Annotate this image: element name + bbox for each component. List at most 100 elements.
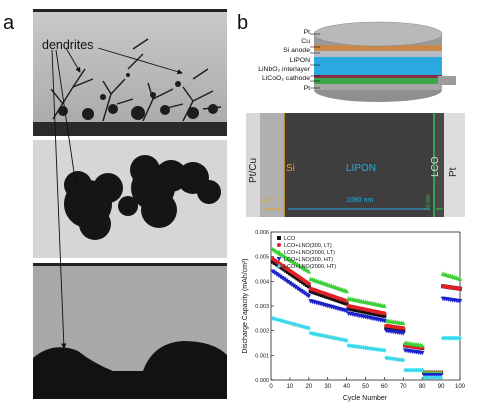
- data-point: [458, 286, 462, 291]
- chart-svg: Discharge Capacity (mAh/cm²) Cycle Numbe…: [242, 230, 466, 402]
- panel-b-letter: b: [237, 12, 249, 34]
- data-point: [306, 325, 311, 331]
- data-point: [380, 347, 385, 353]
- micrograph-middle: [33, 140, 227, 258]
- data-point: [320, 333, 325, 338]
- stack-linbo2: [314, 75, 442, 78]
- micrograph-bottom: [33, 263, 227, 399]
- data-point: [270, 269, 276, 274]
- data-point: [382, 313, 387, 318]
- data-point: [306, 281, 311, 286]
- data-point: [419, 350, 425, 356]
- data-point: [401, 326, 406, 331]
- data-point: [374, 346, 379, 352]
- data-point: [382, 303, 387, 308]
- data-point: [344, 301, 349, 306]
- y-tick-label: 0.006: [255, 230, 269, 236]
- data-point: [344, 308, 349, 314]
- stack-licoo2: [314, 78, 442, 84]
- sem-dim-si: 270 nm: [261, 197, 285, 204]
- data-point: [333, 335, 338, 341]
- legend-marker: [276, 249, 282, 254]
- stack-top-face: [313, 21, 443, 47]
- data-point: [355, 344, 360, 350]
- sem-label-pt: Pt: [448, 167, 459, 177]
- data-point: [298, 288, 304, 294]
- data-point: [281, 277, 287, 282]
- stack-lipon: [314, 57, 442, 75]
- legend-label: LCO+LNO(2000, HT): [284, 264, 336, 270]
- dendrites-label: dendrites: [42, 38, 94, 52]
- arrow-2: [65, 47, 81, 73]
- data-point: [306, 284, 311, 289]
- data-point: [300, 290, 306, 295]
- data-point: [340, 337, 345, 343]
- data-point: [344, 338, 349, 343]
- stack-si: [314, 51, 442, 57]
- data-point: [337, 336, 342, 342]
- data-point: [306, 294, 312, 299]
- data-point: [283, 278, 289, 284]
- data-point: [280, 275, 285, 281]
- data-point: [401, 331, 406, 336]
- data-point: [286, 320, 291, 325]
- x-tick-label: 10: [287, 384, 294, 390]
- data-point: [291, 283, 296, 289]
- dendrite-arrows: [51, 47, 183, 349]
- data-point: [439, 375, 444, 380]
- x-tick-label: 40: [343, 384, 350, 390]
- data-point: [397, 357, 402, 363]
- data-point: [306, 268, 312, 274]
- data-point: [293, 322, 298, 327]
- data-point: [301, 324, 306, 330]
- data-point: [287, 281, 293, 286]
- data-point: [352, 343, 357, 349]
- stack-tab: [438, 76, 456, 85]
- sem-cross-section: Pt/Cu Si LIPON LCO Pt 270 nm 1080 nm 70 …: [246, 113, 465, 217]
- data-point: [389, 356, 394, 362]
- data-point: [304, 292, 310, 298]
- x-tick-label: 20: [305, 384, 312, 390]
- layer-label-si-anode: Si anode: [283, 47, 310, 54]
- data-point: [318, 332, 323, 338]
- data-point: [278, 274, 283, 280]
- legend-label: LCO: [284, 236, 296, 242]
- sem-dim-lipon: 1080 nm: [346, 197, 374, 204]
- legend-label: LCO+LNO(300, LT): [284, 243, 332, 249]
- arrow-1: [97, 47, 183, 75]
- data-point: [297, 323, 302, 329]
- data-point: [419, 342, 425, 348]
- data-point: [365, 345, 370, 351]
- data-point: [325, 334, 330, 340]
- data-point: [344, 288, 349, 294]
- y-tick-label: 0.002: [255, 329, 269, 335]
- data-point: [458, 335, 462, 341]
- data-point: [297, 287, 302, 293]
- layer-label-licoo2: LiCoO₂ cathode: [262, 75, 310, 82]
- layer-label-linbo2: LiNbO₂ interlayer: [258, 66, 310, 73]
- data-point: [372, 346, 377, 352]
- arrow-4: [51, 49, 67, 349]
- x-tick-label: 60: [381, 384, 388, 390]
- layer-label-pt-top: Pt: [303, 29, 310, 36]
- legend-label: LCO+LNO(2000, LT): [284, 250, 335, 256]
- data-point: [457, 299, 463, 304]
- plot-frame: [270, 231, 461, 381]
- data-point: [382, 318, 387, 324]
- y-tick-label: 0.003: [255, 304, 269, 310]
- data-point: [401, 328, 406, 333]
- data-point: [357, 344, 362, 350]
- legend-marker: [277, 243, 281, 247]
- data-point: [457, 276, 463, 281]
- layer-label-lipon: LIPON: [289, 57, 310, 64]
- data-point: [276, 273, 281, 278]
- layer-stack-schematic: [310, 21, 456, 102]
- x-tick-label: 70: [400, 384, 407, 390]
- data-point: [302, 291, 308, 297]
- data-point: [378, 347, 383, 353]
- arrow-3: [55, 49, 79, 187]
- data-point: [401, 357, 406, 363]
- data-point: [382, 311, 387, 316]
- y-tick-label: 0.000: [255, 378, 269, 384]
- discharge-capacity-chart: Discharge Capacity (mAh/cm²) Cycle Numbe…: [237, 224, 472, 404]
